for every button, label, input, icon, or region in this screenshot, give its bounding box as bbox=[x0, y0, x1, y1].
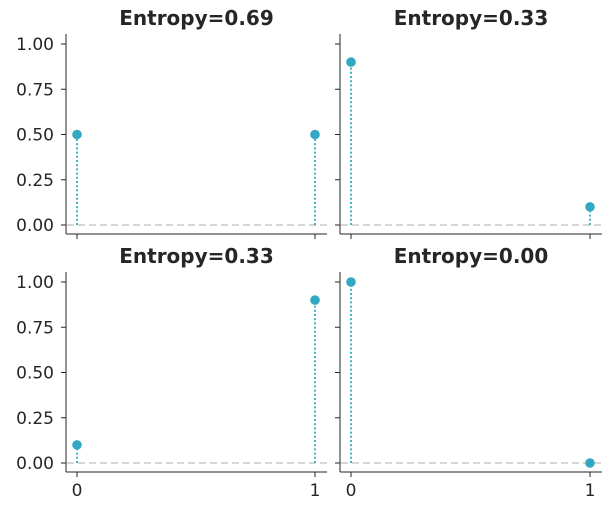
stem-marker bbox=[72, 129, 82, 140]
stem-marker bbox=[585, 202, 595, 212]
y-tick-label: 0.75 bbox=[16, 80, 54, 100]
y-tick-label: 0.50 bbox=[16, 364, 54, 384]
panel-bottom-left: Entropy=0.33 0.00 0.25 0.50 0.75 1.00 0 1 bbox=[16, 244, 327, 501]
y-tick-label: 0.50 bbox=[16, 126, 54, 146]
panel-top-left: Entropy=0.69 0.00 0.25 0.50 0.75 1.00 bbox=[16, 6, 327, 239]
y-tick-label: 0.00 bbox=[16, 216, 54, 236]
stem-marker bbox=[346, 277, 356, 287]
panel-bottom-right: Entropy=0.00 0 1 bbox=[335, 244, 602, 501]
y-tick-label: 0.25 bbox=[16, 409, 54, 429]
y-tick-label: 1.00 bbox=[16, 273, 54, 293]
x-tick-label: 0 bbox=[346, 481, 357, 501]
panel-title: Entropy=0.00 bbox=[394, 244, 549, 268]
panel-title: Entropy=0.33 bbox=[119, 244, 274, 268]
stem-marker bbox=[585, 458, 595, 468]
stem-marker bbox=[72, 440, 82, 450]
y-tick-label: 0.25 bbox=[16, 171, 54, 191]
y-tick-label: 0.75 bbox=[16, 318, 54, 338]
panel-top-right: Entropy=0.33 bbox=[335, 6, 602, 239]
panel-title: Entropy=0.69 bbox=[119, 6, 274, 30]
x-tick-label: 1 bbox=[585, 481, 596, 501]
y-tick-label: 0.00 bbox=[16, 454, 54, 474]
stem-marker bbox=[310, 129, 320, 140]
stem-marker bbox=[346, 57, 356, 67]
stem-marker bbox=[310, 295, 320, 305]
y-tick-label: 1.00 bbox=[16, 35, 54, 55]
panel-title: Entropy=0.33 bbox=[394, 6, 549, 30]
x-tick-label: 0 bbox=[72, 481, 83, 501]
x-tick-label: 1 bbox=[310, 481, 321, 501]
